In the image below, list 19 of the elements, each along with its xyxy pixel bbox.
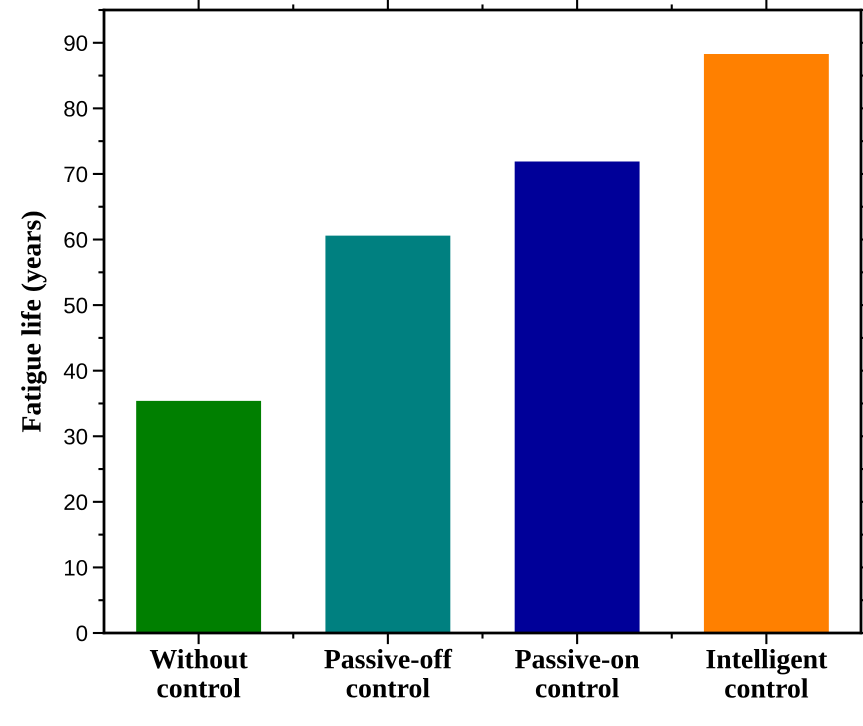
y-axis-title: Fatigue life (years) — [20, 212, 47, 432]
bar — [514, 161, 640, 633]
y-tick-label: 30 — [64, 428, 88, 445]
y-tick-label: 70 — [64, 166, 88, 182]
x-tick-label: Without control — [150, 648, 248, 698]
x-tick-label: Intelligent control — [706, 648, 828, 698]
x-tick-label: Passive-off control — [324, 648, 452, 698]
y-tick-label: 0 — [76, 626, 88, 642]
y-tick-label: 60 — [64, 232, 88, 248]
x-tick-label: Passive-on control — [515, 648, 640, 698]
bar — [704, 54, 829, 633]
y-tick-label: 90 — [64, 35, 88, 52]
bar — [325, 236, 450, 633]
y-tick-label: 50 — [64, 298, 88, 314]
y-tick-label: 20 — [64, 494, 88, 510]
y-tick-label: 10 — [65, 560, 88, 576]
bar — [136, 400, 262, 633]
y-tick-label: 40 — [64, 363, 88, 379]
y-tick-label: 80 — [64, 100, 88, 117]
